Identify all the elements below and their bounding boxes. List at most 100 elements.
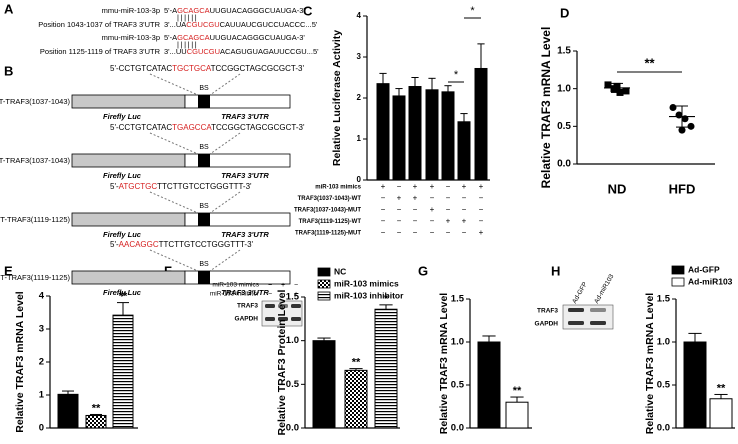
- condition-sign: −: [446, 205, 451, 214]
- condition-sign: +: [413, 194, 418, 203]
- mirna-seq-part: 5'-A: [164, 33, 177, 42]
- bar: [312, 340, 336, 429]
- bar: [505, 401, 529, 429]
- panel-label: H: [551, 263, 560, 278]
- condition-label: TRAF3(1119-1125)-WT: [299, 219, 362, 225]
- utr-box: [184, 153, 291, 168]
- construct-seq-part: ATGCTGC: [119, 182, 158, 191]
- mirna-seq-part: UUGUACAGGGCUAUGA-3': [210, 6, 306, 15]
- lane-sign: −: [268, 282, 272, 289]
- y-tick-label: 0.0: [451, 423, 464, 434]
- site-box: [198, 154, 210, 167]
- pairing: ||||||: [177, 13, 198, 22]
- band: [278, 304, 288, 308]
- construct-seq-part: AACAGGC: [119, 240, 159, 249]
- lane-sign: −: [281, 291, 285, 298]
- y-tick-label: 0: [39, 423, 44, 434]
- legend-swatch: [317, 267, 331, 277]
- lane-sign: −: [294, 282, 298, 289]
- band-label: GAPDH: [535, 321, 559, 328]
- condition-sign: −: [446, 194, 451, 203]
- condition-sign: −: [446, 182, 451, 191]
- legend-label: Ad-GFP: [688, 264, 720, 274]
- condition-sign: −: [413, 228, 418, 237]
- significance: *: [454, 69, 459, 81]
- utr-label: TRAF3 3'UTR: [221, 171, 269, 180]
- mirna-seq-part: 5'-A: [164, 6, 177, 15]
- condition-sign: −: [381, 217, 386, 226]
- guide-line: [149, 132, 199, 155]
- band: [568, 308, 584, 312]
- reporter-label: Firefly Luc: [103, 288, 142, 297]
- legend-label: miR-103 inhibitor: [334, 290, 404, 300]
- band-label: TRAF3: [237, 303, 258, 310]
- significance: **: [352, 357, 361, 369]
- construct-seq-part: 5'-CCTGTCATAC: [110, 64, 172, 73]
- bar: [112, 314, 134, 429]
- condition-sign: −: [479, 205, 484, 214]
- y-tick-label: 0: [357, 175, 362, 184]
- bar: [85, 414, 107, 429]
- band: [590, 308, 606, 312]
- y-tick-label: 0.5: [557, 121, 571, 132]
- data-point: [616, 88, 624, 96]
- construct-seq-part: 5'-CCTGTCATAC: [110, 123, 172, 132]
- condition-label: miR-103 mimics: [315, 185, 361, 191]
- y-tick-label: 1.0: [557, 83, 571, 94]
- condition-sign: −: [381, 228, 386, 237]
- lane-label: miR-103 mimics: [212, 282, 259, 289]
- y-tick-label: 1.0: [657, 337, 670, 348]
- condition-sign: +: [479, 228, 484, 237]
- legend-label: miR-103 mimics: [334, 278, 399, 288]
- y-axis-label: Relative TRAF3 mRNA Level: [14, 291, 26, 432]
- bar: [477, 341, 501, 429]
- guide-line: [149, 249, 199, 272]
- construct-seq-part: TTCTTGTCCTGGGTTT-3': [157, 182, 252, 191]
- condition-sign: −: [413, 217, 418, 226]
- luc-box: [71, 153, 186, 168]
- y-tick-label: 1: [357, 134, 362, 143]
- data-point: [681, 115, 689, 123]
- significance: **: [644, 55, 655, 70]
- target-name: Position 1043-1037 of TRAF3 3'UTR: [38, 20, 160, 29]
- construct-seq: 5'-CCTGTCATACTGCTGCATCCGGCTAGCGCGCT-3': [110, 64, 304, 73]
- y-tick-label: 1: [39, 390, 45, 401]
- lane-label: miR-103 inhibitor: [210, 291, 260, 298]
- y-axis-label: Relative TRAF3 mRNA Level: [438, 293, 450, 434]
- data-point: [687, 122, 695, 130]
- target-seq: 3'...UUCGUCGUACAGUGUAGAUUCCGU...5': [164, 47, 319, 56]
- y-axis-label: Relative TRAF3 Protein Level: [276, 289, 288, 435]
- bar: [683, 341, 707, 429]
- construct-seq-part: TGAGCCA: [172, 123, 212, 132]
- legend-swatch: [671, 265, 685, 275]
- target-seq: 3'...UACGUCGUCAUUAUCGUCCUACCC...5': [164, 20, 318, 29]
- significance: **: [513, 385, 522, 397]
- target-seq-part: ACAGUGUAGAUUCCGU...5': [220, 47, 319, 56]
- y-tick-label: 1.5: [557, 46, 571, 57]
- lane-sign: +: [294, 291, 298, 298]
- legend-swatch: [671, 277, 685, 287]
- guide-line: [209, 249, 241, 272]
- band: [568, 321, 584, 325]
- target-seq-part: 3'...UU: [164, 47, 187, 56]
- condition-label: TRAF3(1119-1125)-MUT: [295, 231, 361, 237]
- significance: *: [470, 5, 475, 17]
- y-tick-label: 1.5: [451, 294, 465, 305]
- condition-sign: +: [413, 182, 418, 191]
- band: [590, 321, 606, 325]
- significance: **: [119, 291, 128, 303]
- data-point: [669, 104, 677, 111]
- luc-box: [71, 212, 186, 227]
- condition-sign: +: [430, 205, 435, 214]
- condition-sign: −: [462, 194, 467, 203]
- luc-box: [71, 94, 186, 109]
- data-point: [613, 82, 621, 90]
- bar: [376, 83, 390, 181]
- y-tick-label: 2: [357, 93, 362, 102]
- y-axis-label: Relative TRAF3 mRNA Level: [539, 27, 553, 189]
- condition-sign: +: [430, 182, 435, 191]
- utr-label: TRAF3 3'UTR: [221, 230, 269, 239]
- utr-label: TRAF3 3'UTR: [221, 112, 269, 121]
- condition-sign: +: [397, 194, 402, 203]
- construct-seq-part: TGCTGCA: [172, 64, 212, 73]
